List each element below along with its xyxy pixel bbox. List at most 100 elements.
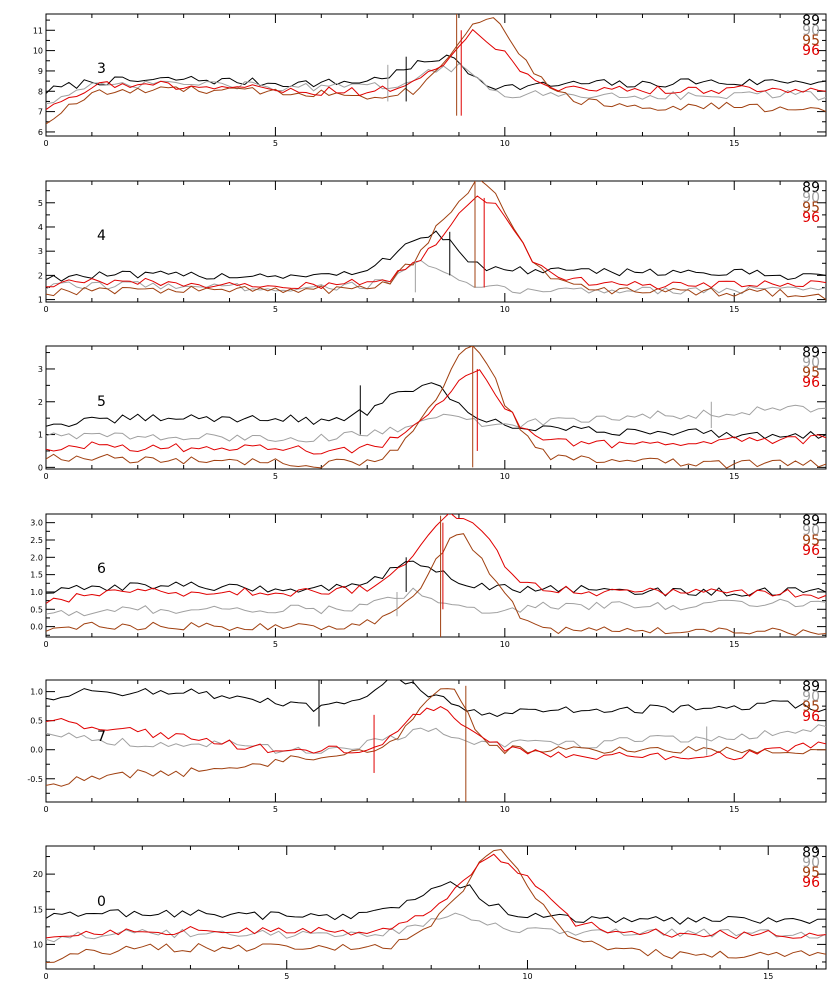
axes-frame (45, 845, 827, 970)
legend-entry-90: 90 (802, 355, 820, 371)
series-line-95 (46, 346, 826, 469)
axes-frame (45, 13, 827, 137)
y-tick-label: 0.5 (30, 605, 43, 614)
y-tick-label: 4 (38, 223, 43, 232)
series-line-96 (46, 514, 826, 604)
axes-frame (45, 345, 827, 470)
series-line-96 (46, 369, 826, 455)
legend-entry-96: 96 (802, 210, 820, 226)
legend-entry-96: 96 (802, 43, 820, 59)
legend-entry-90: 90 (802, 23, 820, 39)
x-tick-label: 5 (273, 805, 278, 814)
legend-entry-89: 89 (802, 180, 820, 196)
y-tick-label: -0.5 (27, 775, 43, 784)
series-line-96 (46, 706, 826, 761)
y-tick-label: 6 (38, 128, 43, 137)
series-line-90 (46, 259, 826, 295)
legend-entry-89: 89 (802, 845, 820, 861)
legend-entry-89: 89 (802, 13, 820, 29)
y-tick-label: 2.5 (30, 536, 43, 545)
y-tick-label: 5 (38, 199, 43, 208)
x-tick-label: 10 (522, 972, 532, 981)
legend-entry-96: 96 (802, 709, 820, 725)
y-tick-label: 1.0 (30, 688, 43, 697)
x-tick-label: 10 (500, 305, 510, 314)
y-tick-label: 0.5 (30, 717, 43, 726)
legend-entry-90: 90 (802, 523, 820, 539)
legend-entry-95: 95 (802, 699, 820, 715)
x-tick-label: 5 (273, 139, 278, 148)
y-tick-label: 10 (33, 47, 43, 56)
x-tick-label: 10 (500, 139, 510, 148)
legend-entry-96: 96 (802, 543, 820, 559)
y-tick-label: 8 (38, 87, 43, 96)
legend-entry-96: 96 (802, 875, 820, 891)
x-tick-label: 10 (500, 640, 510, 649)
series-line-95 (46, 848, 826, 963)
x-tick-label: 0 (43, 139, 48, 148)
y-tick-label: 3.0 (30, 519, 43, 528)
series-line-89 (46, 230, 826, 282)
y-tick-label: 3 (38, 365, 43, 374)
legend-entry-89: 89 (802, 345, 820, 361)
legend-entry-89: 89 (802, 679, 820, 695)
y-tick-label: 9 (38, 67, 43, 76)
series-line-90 (46, 724, 826, 754)
x-tick-label: 15 (729, 472, 739, 481)
series-line-96 (46, 853, 826, 940)
y-tick-label: 1.0 (30, 588, 43, 597)
x-tick-label: 0 (43, 640, 48, 649)
y-tick-label: 1.5 (30, 571, 43, 580)
y-tick-label: 11 (33, 26, 43, 35)
series-line-90 (46, 912, 826, 943)
y-tick-label: 3 (38, 247, 43, 256)
series-line-89 (46, 881, 826, 925)
x-tick-label: 5 (273, 472, 278, 481)
y-tick-label: 2 (38, 398, 43, 407)
x-tick-label: 0 (43, 805, 48, 814)
x-tick-label: 15 (729, 139, 739, 148)
x-tick-label: 15 (763, 972, 773, 981)
panel-label: 3 (97, 61, 106, 77)
panel-label: 6 (97, 561, 106, 577)
x-tick-label: 15 (729, 305, 739, 314)
y-tick-label: 15 (33, 905, 43, 914)
x-tick-label: 0 (43, 472, 48, 481)
series-line-89 (46, 560, 826, 597)
axes-frame (45, 679, 827, 803)
y-tick-label: 7 (38, 108, 43, 117)
panel-label: 5 (97, 394, 106, 410)
y-tick-label: 2 (38, 271, 43, 280)
x-tick-label: 0 (43, 972, 48, 981)
y-tick-label: 0 (38, 463, 43, 472)
series-line-90 (46, 404, 826, 443)
x-tick-label: 5 (273, 640, 278, 649)
legend-entry-89: 89 (802, 513, 820, 529)
legend-entry-90: 90 (802, 190, 820, 206)
x-tick-label: 0 (43, 305, 48, 314)
axes-frame (45, 513, 827, 638)
x-tick-label: 10 (500, 805, 510, 814)
y-tick-label: 0.0 (30, 623, 43, 632)
legend-entry-95: 95 (802, 200, 820, 216)
series-line-90 (46, 587, 826, 617)
x-tick-label: 5 (284, 972, 289, 981)
series-line-90 (46, 62, 826, 105)
axes-frame (45, 180, 827, 303)
series-line-89 (46, 54, 826, 94)
panel-label: 4 (97, 228, 106, 244)
series-line-89 (46, 382, 826, 439)
x-tick-label: 10 (500, 472, 510, 481)
y-tick-label: 2.0 (30, 553, 43, 562)
x-tick-label: 5 (273, 305, 278, 314)
series-line-95 (46, 533, 826, 636)
series-line-96 (46, 28, 826, 111)
series-line-96 (46, 195, 826, 290)
